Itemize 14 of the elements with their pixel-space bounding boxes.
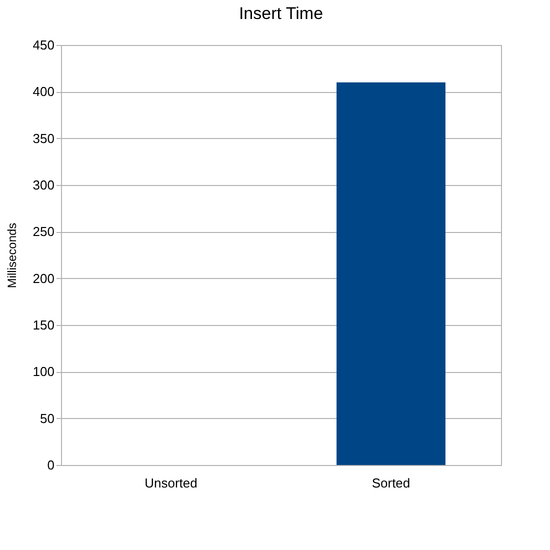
y-tick-label: 100: [32, 364, 54, 380]
y-tick-label: 200: [32, 270, 54, 286]
y-tick-label: 450: [32, 38, 54, 52]
y-tick-label: 350: [32, 130, 54, 146]
y-axis-title: Milliseconds: [4, 222, 19, 288]
chart-title: Insert Time: [238, 4, 324, 23]
y-tick-label: 0: [47, 458, 54, 472]
y-tick-label: 300: [32, 178, 54, 192]
y-tick-label: 400: [32, 84, 54, 100]
y-tick-label: 50: [40, 410, 54, 426]
y-tick-label: 150: [32, 318, 54, 332]
x-tick-label: Unsorted: [144, 476, 198, 490]
x-tick-label: Sorted: [372, 476, 410, 490]
y-tick-label: 250: [32, 224, 54, 240]
